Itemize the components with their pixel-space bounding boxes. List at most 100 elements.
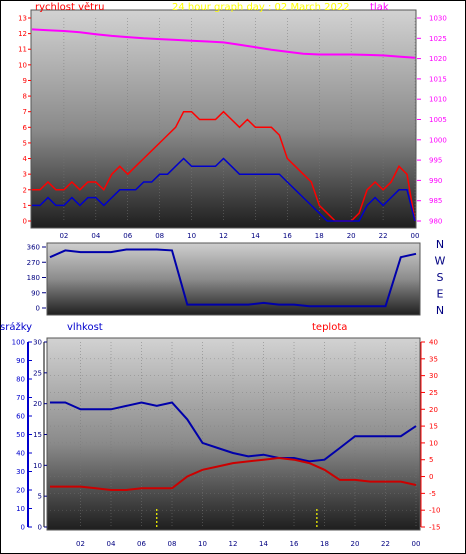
top-left-tick: 5: [23, 139, 27, 147]
bottom-grid: [50, 342, 417, 527]
top-x-tick: 10: [187, 232, 196, 240]
rain-tick: 60: [16, 413, 25, 421]
bottom-x-tick: 18: [320, 540, 329, 548]
bottom-x-tick: 20: [351, 540, 360, 548]
top-x-tick: 02: [59, 232, 68, 240]
temperature-tick: 5: [429, 456, 433, 464]
top-right-tick: 1000: [429, 136, 447, 144]
top-x-tick: 18: [315, 232, 324, 240]
humidity-tick: 5: [38, 493, 42, 501]
direction-tick: 270: [27, 259, 40, 267]
direction-tick: 0: [36, 305, 40, 313]
rain-tick: 20: [16, 487, 25, 495]
top-x-tick: 00: [411, 232, 420, 240]
temperature-tick: 10: [429, 439, 438, 447]
humidity-tick: 25: [33, 369, 42, 377]
compass-label: N: [436, 304, 444, 317]
bottom-x-tick: 04: [107, 540, 116, 548]
compass-label: E: [437, 288, 444, 301]
humidity-tick: 15: [33, 431, 42, 439]
top-right-tick: 1010: [429, 96, 447, 104]
humidity-tick: 30: [33, 339, 42, 347]
temperature-tick: 30: [429, 372, 438, 380]
rain-tick: 90: [16, 357, 25, 365]
temperature-tick: 35: [429, 355, 438, 363]
temperature-tick: 15: [429, 423, 438, 431]
rain-tick: 40: [16, 450, 25, 458]
chart-title: 24 hour graph day : 02 March 2022: [172, 2, 350, 13]
direction-chart-panel: [46, 242, 421, 316]
top-right-tick: 995: [429, 157, 442, 165]
top-right-label: tlak: [370, 2, 389, 13]
bottom-x-tick: 00: [412, 540, 421, 548]
top-x-tick: 20: [347, 232, 356, 240]
top-chart-panel: [30, 9, 417, 229]
bottom-x-tick: 08: [168, 540, 177, 548]
compass-label: N: [436, 238, 444, 251]
humidity-label: vlhkost: [67, 322, 103, 333]
top-x-tick: 22: [379, 232, 388, 240]
bottom-series: [50, 401, 417, 527]
temperature-tick: -5: [429, 490, 436, 498]
bottom-x-tick: 02: [76, 540, 85, 548]
top-x-tick: 08: [155, 232, 164, 240]
bottom-x-tick: 10: [198, 540, 207, 548]
bottom-x-tick: 22: [381, 540, 390, 548]
bottom-chart-panel: [46, 337, 421, 531]
rain-tick: 100: [12, 339, 25, 347]
bottom-x-tick: 14: [259, 540, 268, 548]
top-x-tick: 06: [123, 232, 132, 240]
rain-tick: 80: [16, 376, 25, 384]
top-right-tick: 985: [429, 197, 442, 205]
bottom-x-tick: 06: [137, 540, 146, 548]
top-x-tick: 04: [91, 232, 100, 240]
top-left-tick: 13: [18, 15, 27, 23]
bottom-x-axis-ticks: 02 04 06 08 10 12 14 16 18 20 22 00: [76, 540, 420, 548]
bottom-series-humidity: [50, 401, 417, 463]
top-left-tick: 9: [23, 77, 27, 85]
rain-tick: 10: [16, 505, 25, 513]
top-series-pressure: [31, 28, 416, 59]
top-x-tick: 12: [219, 232, 228, 240]
top-left-tick: 11: [18, 46, 27, 54]
humidity-tick: 10: [33, 462, 42, 470]
humidity-tick: 0: [38, 524, 42, 532]
rain-label: srážky: [0, 321, 32, 333]
top-x-axis-ticks: 02 04 06 08 10 12 14 16 18 20 22 00: [59, 232, 419, 240]
direction-series-wind_direction: [49, 248, 417, 308]
bottom-series-temperature: [50, 456, 417, 491]
rain-tick: 30: [16, 468, 25, 476]
top-left-tick: 2: [23, 186, 27, 194]
top-series-wind_speed: [32, 157, 416, 222]
temperature-tick: -15: [429, 524, 440, 532]
top-right-tick: 990: [429, 177, 442, 185]
top-right-tick: 1030: [429, 15, 447, 23]
top-left-tick: 3: [23, 171, 27, 179]
rain-tick: 50: [16, 431, 25, 439]
top-left-tick: 10: [18, 61, 27, 69]
temperature-tick: 20: [429, 406, 438, 414]
top-left-label: rychlost větru: [35, 1, 105, 13]
temperature-tick: 25: [429, 389, 438, 397]
top-right-tick: 1005: [429, 116, 447, 124]
top-left-tick: 4: [23, 155, 28, 163]
top-left-tick: 7: [23, 108, 27, 116]
direction-axis-ticks: 0 90 180 270 360: [27, 244, 46, 313]
humidity-tick: 20: [33, 400, 42, 408]
direction-tick: 360: [27, 244, 40, 252]
compass-label: W: [435, 255, 446, 268]
top-right-tick: 1020: [429, 55, 447, 63]
top-right-tick: 1025: [429, 35, 447, 43]
top-left-tick: 1: [23, 202, 27, 210]
bottom-x-tick: 16: [290, 540, 299, 548]
direction-series: [49, 248, 417, 308]
bottom-x-tick: 12: [229, 540, 238, 548]
temperature-tick: 40: [429, 339, 438, 347]
top-left-tick: 12: [18, 30, 27, 38]
top-left-tick: 8: [23, 93, 27, 101]
rain-tick: 70: [16, 394, 25, 402]
temperature-tick: -10: [429, 507, 440, 515]
